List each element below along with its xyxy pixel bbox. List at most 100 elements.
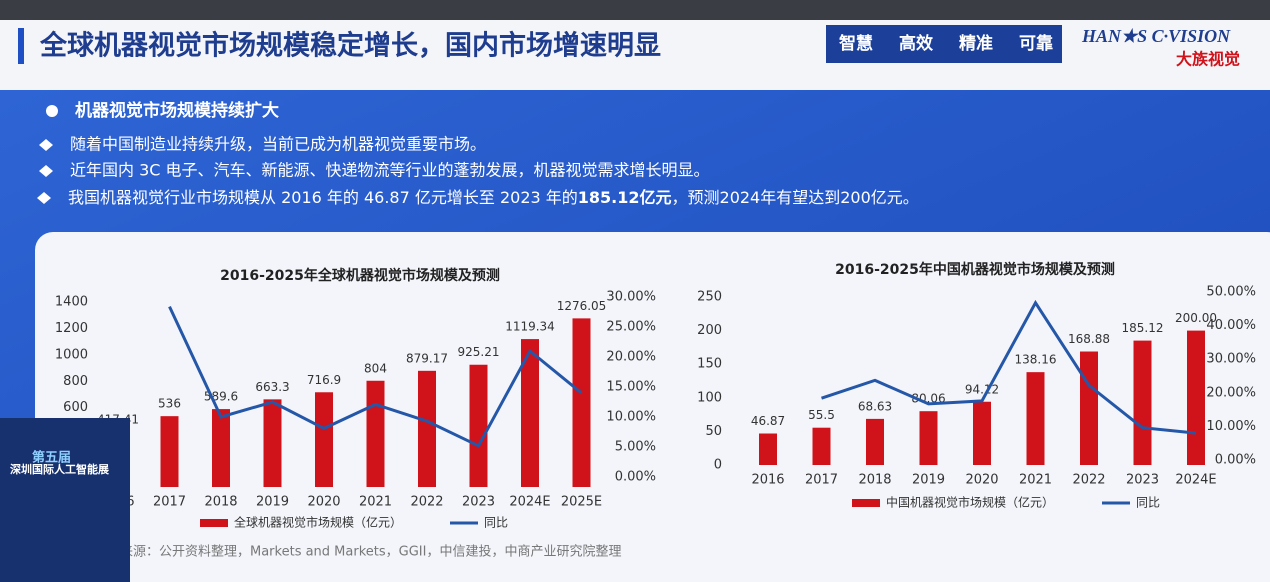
y-tick-label: 1000 <box>55 347 88 362</box>
x-tick-label: 2017 <box>153 495 186 510</box>
bar <box>1187 330 1205 465</box>
data-label: 55.5 <box>808 408 835 422</box>
bullet-part: ，预测2024年有望达到200亿元。 <box>672 188 919 207</box>
data-label: 716.9 <box>307 373 341 387</box>
y-tick-label: 50 <box>705 424 722 439</box>
bullet-diamond <box>39 165 53 177</box>
y2-tick-label: 20.00% <box>606 350 656 365</box>
bar <box>521 339 539 487</box>
data-label: 168.88 <box>1068 332 1110 346</box>
data-label: 185.12 <box>1122 321 1164 335</box>
chart-title: 2016-2025年中国机器视觉市场规模及预测 <box>835 261 1115 278</box>
tag-box <box>826 25 1062 63</box>
bar <box>1133 340 1152 465</box>
bar <box>919 411 938 465</box>
bar <box>315 392 333 487</box>
bullet-text: 近年国内 3C 电子、汽车、新能源、快递物流等行业的蓬勃发展，机器视觉需求增长明… <box>70 161 710 180</box>
y-tick-label: 1400 <box>55 295 88 310</box>
bar <box>973 401 991 465</box>
y2-tick-label: 0.00% <box>1215 453 1256 468</box>
data-label: 200.00 <box>1175 311 1217 325</box>
logo-en: HAN★S C·VISION <box>1081 26 1231 46</box>
data-label: 1276.05 <box>557 299 607 313</box>
x-tick-label: 2021 <box>359 495 392 510</box>
bar <box>366 380 385 487</box>
data-label: 46.87 <box>751 414 785 428</box>
x-tick-label: 2019 <box>256 495 289 510</box>
tag: 高效 <box>899 33 933 54</box>
y-tick-label: 100 <box>697 390 722 405</box>
y2-tick-label: 0.00% <box>615 470 656 485</box>
data-label: 68.63 <box>858 399 892 413</box>
bullet-part-bold: 185.12亿元 <box>578 188 672 207</box>
expo-text: 第五届 <box>32 450 71 466</box>
bar <box>812 427 831 465</box>
bar <box>1026 372 1045 465</box>
bullet-part: 我国机器视觉行业市场规模从 2016 年的 46.87 亿元增长至 2023 年… <box>68 188 578 207</box>
legend-label: 同比 <box>484 516 508 530</box>
chart-panel <box>35 232 1270 582</box>
x-tick-label: 2024E <box>1175 473 1216 488</box>
data-label: 1119.34 <box>505 320 555 334</box>
x-tick-label: 2019 <box>912 473 945 488</box>
y2-tick-label: 25.00% <box>606 320 656 335</box>
x-tick-label: 2018 <box>858 473 891 488</box>
x-tick-label: 2025E <box>561 495 602 510</box>
y2-tick-label: 10.00% <box>1206 419 1256 434</box>
legend-label: 同比 <box>1136 496 1160 510</box>
legend-swatch <box>200 519 228 527</box>
y-tick-label: 250 <box>697 290 722 305</box>
y2-tick-label: 5.00% <box>615 440 656 455</box>
bullet-text: 随着中国制造业持续升级，当前已成为机器视觉重要市场。 <box>70 135 486 154</box>
x-tick-label: 2022 <box>410 495 443 510</box>
bar <box>759 433 777 465</box>
y2-tick-label: 30.00% <box>606 290 656 305</box>
x-tick-label: 2017 <box>805 473 838 488</box>
x-tick-label: 2020 <box>307 495 340 510</box>
tag: 智慧 <box>839 33 873 54</box>
logo-cn: 大族视觉 <box>1176 50 1240 69</box>
bar <box>160 416 179 487</box>
y-tick-label: 800 <box>63 374 88 389</box>
bullet-dot <box>46 105 58 117</box>
bar <box>866 418 884 465</box>
x-tick-label: 2016 <box>751 473 784 488</box>
growth-line <box>821 299 1197 435</box>
tag: 可靠 <box>1019 33 1053 54</box>
data-label: 879.17 <box>406 351 448 365</box>
bar <box>212 409 230 487</box>
y-tick-label: 200 <box>697 323 722 338</box>
y2-tick-label: 40.00% <box>1206 318 1256 333</box>
bullet-diamond <box>37 192 51 204</box>
slide-title: 全球机器视觉市场规模稳定增长，国内市场增速明显 <box>39 30 661 62</box>
y2-tick-label: 50.00% <box>1206 285 1256 300</box>
y-tick-label: 600 <box>63 400 88 415</box>
x-tick-label: 2023 <box>1126 473 1159 488</box>
bar <box>418 370 436 487</box>
bar <box>263 399 282 487</box>
charts: 2016-2025年全球机器视觉市场规模及预测60080010001200140… <box>55 261 1256 530</box>
bullet-text: 我国机器视觉行业市场规模从 2016 年的 46.87 亿元增长至 2023 年… <box>68 188 919 207</box>
bullet-diamond <box>39 139 53 151</box>
y-tick-label: 0 <box>714 458 722 473</box>
x-tick-label: 2023 <box>462 495 495 510</box>
data-label: 536 <box>158 397 181 411</box>
data-label: 804 <box>364 361 387 375</box>
y2-tick-label: 15.00% <box>606 380 656 395</box>
x-tick-label: 2024E <box>509 495 550 510</box>
source: 来源：公开资料整理，Markets and Markets，GGII，中信建投，… <box>120 544 621 560</box>
x-tick-label: 2021 <box>1019 473 1052 488</box>
data-label: 925.21 <box>458 345 500 359</box>
data-label: 663.3 <box>255 380 289 394</box>
y-tick-label: 150 <box>697 357 722 372</box>
data-label: 138.16 <box>1015 353 1057 367</box>
y2-tick-label: 30.00% <box>1206 352 1256 367</box>
expo-text: 深圳国际人工智能展 <box>10 462 110 476</box>
bar <box>469 364 488 487</box>
bullet-heading: 机器视觉市场规模持续扩大 <box>75 100 279 121</box>
tag: 精准 <box>959 33 993 54</box>
legend-label: 全球机器视觉市场规模（亿元） <box>234 515 402 530</box>
legend-swatch <box>852 499 880 507</box>
bar <box>1080 351 1098 465</box>
